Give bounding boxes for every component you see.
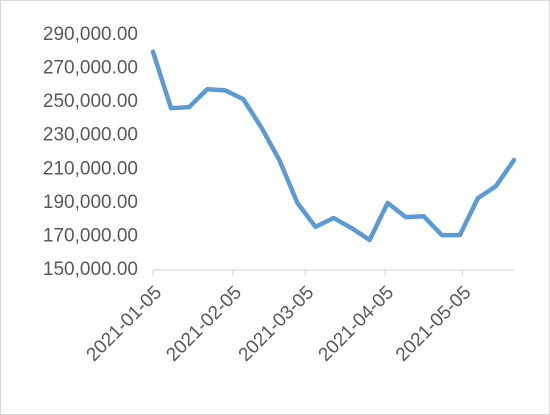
- y-tick-label: 210,000.00: [43, 158, 138, 179]
- y-tick-label: 270,000.00: [43, 58, 138, 79]
- data-line: [150, 49, 517, 243]
- y-tick-label: 190,000.00: [43, 192, 138, 213]
- y-tick-label: 290,000.00: [43, 24, 138, 45]
- y-tick-label: 230,000.00: [43, 125, 138, 146]
- y-tick-label: 250,000.00: [43, 91, 138, 112]
- y-tick-label: 150,000.00: [43, 259, 138, 280]
- y-tick-label: 170,000.00: [43, 225, 138, 246]
